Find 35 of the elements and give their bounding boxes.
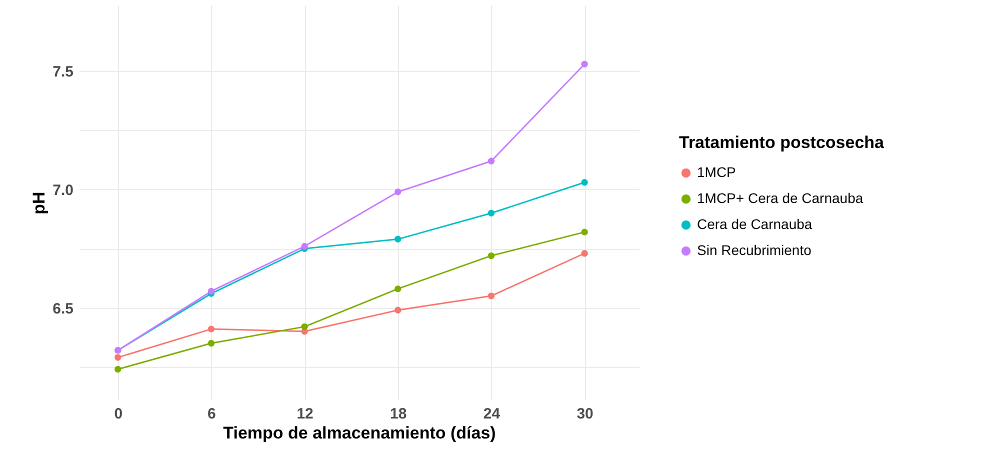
y-axis-title: pH (30, 192, 49, 214)
point (581, 250, 588, 257)
x-tick-label: 6 (208, 406, 216, 422)
y-tick-label: 7.0 (52, 182, 74, 199)
point (394, 236, 402, 243)
legend-label: 1MCP (697, 164, 736, 180)
y-tick-label: 7.5 (52, 64, 74, 81)
point (208, 340, 215, 347)
point (394, 188, 402, 196)
legend-label: 1MCP+ Cera de Carnauba (697, 190, 864, 206)
point (114, 354, 122, 361)
x-tick-label: 24 (483, 406, 501, 422)
legend-title: Tratamiento postcosecha (679, 133, 885, 152)
point (394, 285, 402, 292)
point (301, 242, 308, 250)
point (208, 326, 215, 332)
point (301, 323, 308, 330)
point (581, 60, 588, 68)
legend-label: Sin Recubrimiento (697, 242, 812, 258)
x-tick-label: 12 (296, 406, 314, 422)
x-tick-label: 0 (114, 406, 123, 422)
x-tick-label: 30 (576, 406, 594, 422)
point (581, 228, 588, 236)
point (394, 306, 402, 314)
y-tick-label: 6.5 (52, 300, 74, 318)
legend-label: Cera de Carnauba (697, 216, 812, 232)
point (208, 288, 215, 295)
point (488, 210, 495, 216)
point (488, 252, 495, 260)
x-axis-title: Tiempo de almacenamiento (días) (223, 424, 496, 442)
point (114, 366, 122, 373)
point (488, 292, 495, 300)
x-tick-label: 18 (390, 406, 407, 422)
point (581, 179, 588, 186)
point (488, 158, 495, 164)
